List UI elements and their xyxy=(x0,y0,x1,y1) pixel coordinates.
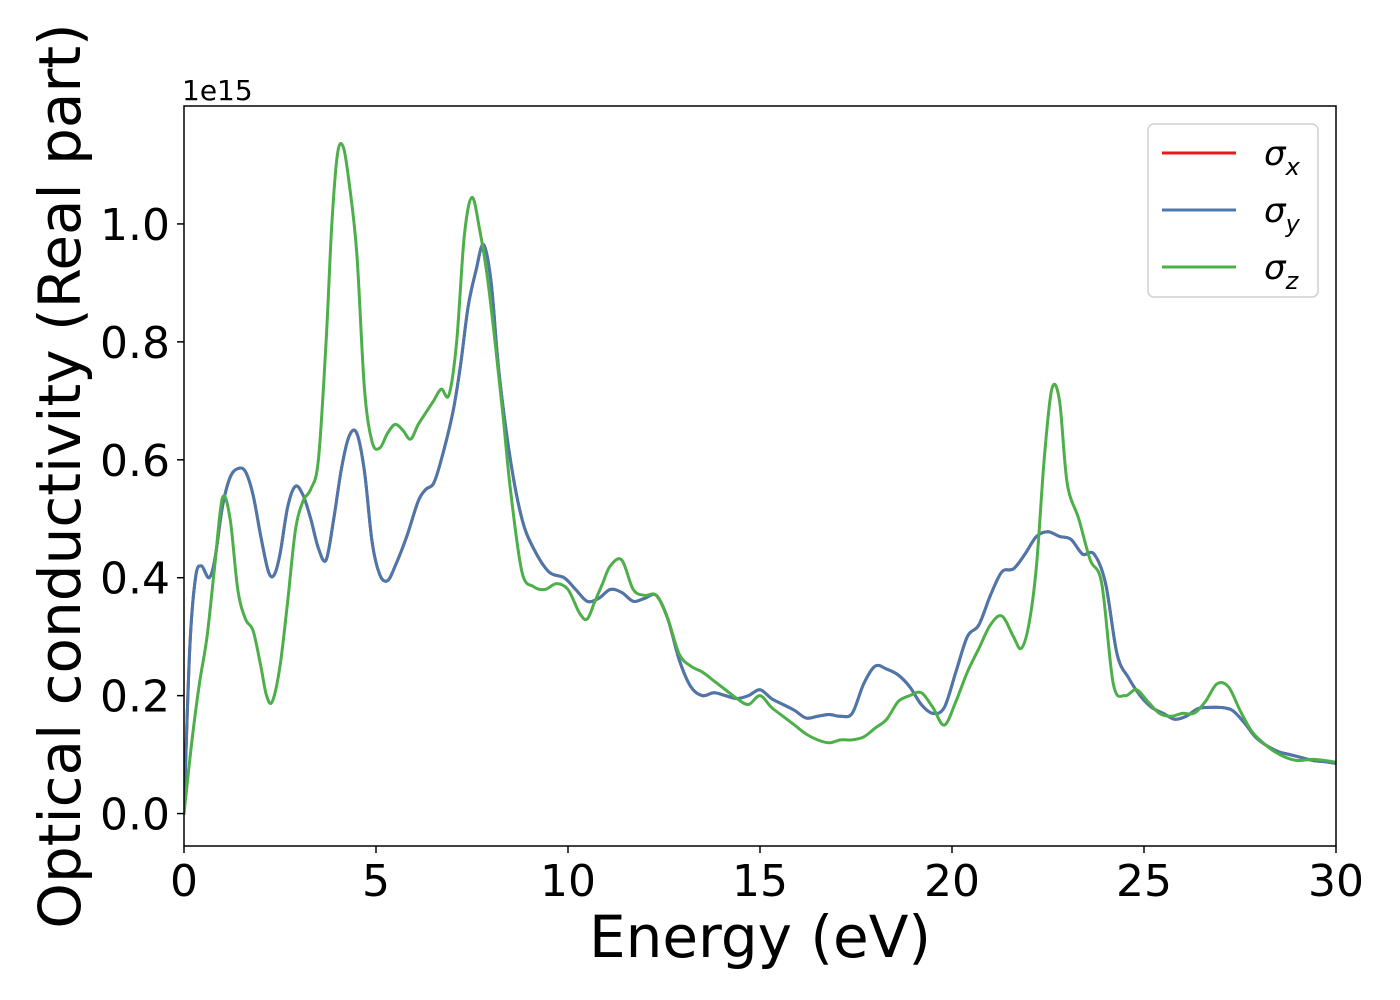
x-tick-label: 0 xyxy=(170,856,198,907)
x-axis-label: Energy (eV) xyxy=(589,903,931,971)
series-line-x xyxy=(184,243,1336,816)
y-tick-label: 0.8 xyxy=(100,318,170,369)
y-tick-label: 0.4 xyxy=(100,554,170,605)
y-offset-text: 1e15 xyxy=(182,74,253,107)
y-tick-label: 0.0 xyxy=(100,790,170,841)
y-axis-label: Optical conductivity (Real part) xyxy=(26,23,94,928)
x-tick-label: 5 xyxy=(362,856,390,907)
legend-label-z: σz xyxy=(1264,248,1300,295)
x-tick-label: 20 xyxy=(924,856,980,907)
y-tick-label: 0.6 xyxy=(100,436,170,487)
series-layer xyxy=(184,142,1336,816)
legend: σx σy σz xyxy=(1147,123,1319,298)
y-tick-label: 0.2 xyxy=(100,672,170,723)
y-axis: 0.0 0.2 0.4 0.6 0.8 1.0 xyxy=(100,200,184,841)
x-tick-label: 15 xyxy=(732,856,788,907)
x-axis: 0 5 10 15 20 25 30 xyxy=(170,846,1364,907)
legend-label-x: σx xyxy=(1264,134,1301,181)
x-tick-label: 30 xyxy=(1308,856,1364,907)
y-tick-label: 1.0 xyxy=(100,200,170,251)
series-line-z xyxy=(184,142,1336,816)
legend-label-y: σy xyxy=(1264,191,1301,238)
x-tick-label: 10 xyxy=(540,856,596,907)
x-tick-label: 25 xyxy=(1116,856,1172,907)
series-line-y xyxy=(184,243,1336,816)
